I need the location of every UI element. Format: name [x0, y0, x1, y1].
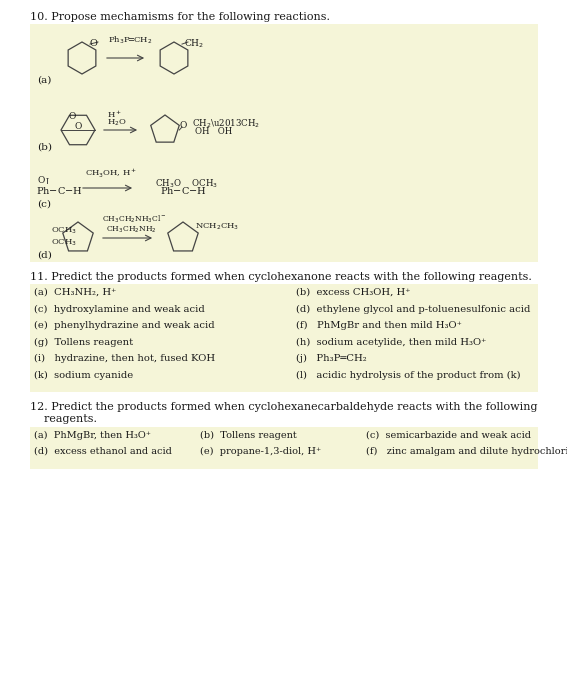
Text: (b)  Tollens reagent: (b) Tollens reagent [200, 431, 297, 440]
Text: O: O [89, 39, 97, 48]
Polygon shape [61, 116, 95, 145]
Text: NCH$_2$CH$_3$: NCH$_2$CH$_3$ [195, 222, 239, 232]
Text: (f)   zinc amalgam and dilute hydrochloric acid: (f) zinc amalgam and dilute hydrochloric… [366, 447, 567, 456]
Text: (c): (c) [37, 200, 51, 209]
Text: (e)  phenylhydrazine and weak acid: (e) phenylhydrazine and weak acid [34, 321, 215, 330]
Text: (a)  CH₃NH₂, H⁺: (a) CH₃NH₂, H⁺ [34, 288, 116, 297]
Text: CH$_3$CH$_2$NH$_2$: CH$_3$CH$_2$NH$_2$ [106, 225, 156, 235]
Text: (a): (a) [37, 76, 52, 85]
Text: (j)   Ph₃P═CH₂: (j) Ph₃P═CH₂ [296, 354, 367, 363]
Text: reagents.: reagents. [30, 414, 97, 424]
Text: OCH$_3$: OCH$_3$ [51, 226, 77, 237]
Text: CH$_3$OH, H$^+$: CH$_3$OH, H$^+$ [85, 167, 137, 180]
Text: O: O [180, 122, 187, 130]
Text: (f)   PhMgBr and then mild H₃O⁺: (f) PhMgBr and then mild H₃O⁺ [296, 321, 462, 330]
Polygon shape [168, 222, 198, 251]
Text: CH$_3$O    OCH$_3$: CH$_3$O OCH$_3$ [155, 177, 218, 190]
Text: (d)  excess ethanol and acid: (d) excess ethanol and acid [34, 447, 172, 456]
Text: (g)  Tollens reagent: (g) Tollens reagent [34, 337, 133, 346]
Text: (k)  sodium cyanide: (k) sodium cyanide [34, 370, 133, 379]
Text: CH$_3$CH$_2$NH$_3$Cl$^-$: CH$_3$CH$_2$NH$_3$Cl$^-$ [102, 214, 167, 225]
Text: Ph$-$C$-$H: Ph$-$C$-$H [36, 185, 83, 196]
Text: (e)  propane-1,3-diol, H⁺: (e) propane-1,3-diol, H⁺ [200, 447, 321, 456]
Text: (c)  semicarbazide and weak acid: (c) semicarbazide and weak acid [366, 431, 531, 440]
Text: (c)  hydroxylamine and weak acid: (c) hydroxylamine and weak acid [34, 304, 205, 314]
Text: 11. Predict the products formed when cyclohexanone reacts with the following rea: 11. Predict the products formed when cyc… [30, 272, 532, 282]
Text: (b): (b) [37, 143, 52, 152]
Text: (i)   hydrazine, then hot, fused KOH: (i) hydrazine, then hot, fused KOH [34, 354, 215, 363]
Text: O: O [68, 112, 75, 121]
Text: (d)  ethylene glycol and p-toluenesulfonic acid: (d) ethylene glycol and p-toluenesulfoni… [296, 304, 530, 314]
Text: 10. Propose mechamisms for the following reactions.: 10. Propose mechamisms for the following… [30, 12, 330, 22]
Text: Ph$_3$P$\!\!=\!\!$CH$_2$: Ph$_3$P$\!\!=\!\!$CH$_2$ [108, 34, 153, 46]
Polygon shape [63, 222, 93, 251]
Text: CH$_2$\u2013CH$_2$: CH$_2$\u2013CH$_2$ [192, 118, 260, 130]
FancyBboxPatch shape [30, 284, 538, 392]
Polygon shape [68, 42, 96, 74]
Text: (d): (d) [37, 251, 52, 260]
Polygon shape [160, 42, 188, 74]
Polygon shape [151, 115, 179, 142]
Text: (b)  excess CH₃OH, H⁺: (b) excess CH₃OH, H⁺ [296, 288, 411, 297]
Text: O: O [74, 122, 82, 131]
Text: CH$_2$: CH$_2$ [184, 37, 204, 50]
Text: OCH$_3$: OCH$_3$ [51, 237, 77, 248]
Text: (l)   acidic hydrolysis of the product from (k): (l) acidic hydrolysis of the product fro… [296, 370, 521, 379]
Text: (h)  sodium acetylide, then mild H₃O⁺: (h) sodium acetylide, then mild H₃O⁺ [296, 337, 486, 346]
Text: H$_2$O: H$_2$O [107, 118, 127, 128]
FancyBboxPatch shape [30, 427, 538, 469]
Text: H$^+$: H$^+$ [107, 108, 122, 120]
FancyBboxPatch shape [30, 24, 538, 262]
Text: (a)  PhMgBr, then H₃O⁺: (a) PhMgBr, then H₃O⁺ [34, 431, 151, 440]
Text: O: O [38, 176, 45, 185]
Text: 12. Predict the products formed when cyclohexanecarbaldehyde reacts with the fol: 12. Predict the products formed when cyc… [30, 402, 538, 412]
Text: Ph$-$C$-$H: Ph$-$C$-$H [160, 185, 207, 196]
Text: OH   OH: OH OH [195, 127, 232, 136]
